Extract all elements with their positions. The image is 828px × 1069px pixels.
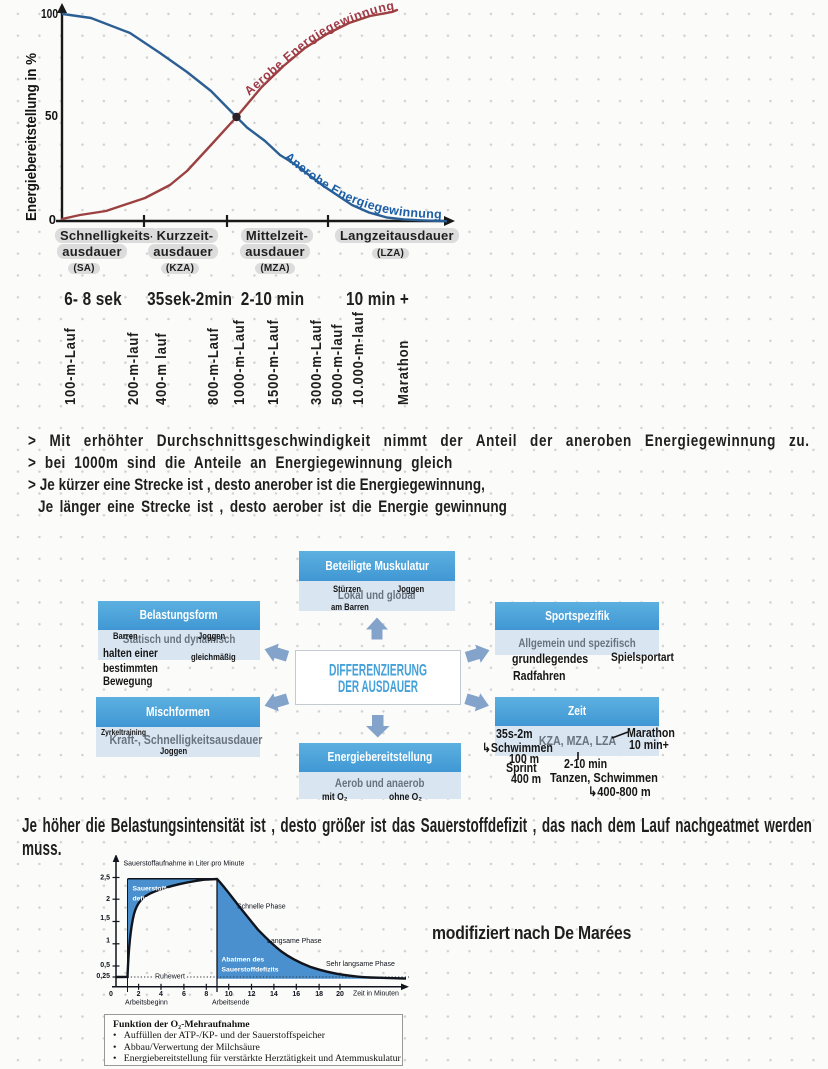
svg-text:12: 12 (248, 991, 256, 998)
svg-text:0,25: 0,25 (96, 973, 110, 980)
svg-text:Aerobe Energiegewinnung: Aerobe Energiegewinnung (242, 0, 396, 98)
svg-text:2: 2 (106, 896, 110, 903)
svg-text:Sauerstoff-: Sauerstoff- (133, 886, 169, 893)
svg-text:Ruhewert: Ruhewert (155, 974, 185, 981)
svg-text:Sauerstoffaufnahme in Liter pr: Sauerstoffaufnahme in Liter pro Minute (124, 861, 245, 868)
svg-text:DIFFERENZIERUNG: DIFFERENZIERUNG (329, 662, 427, 680)
svg-text:14: 14 (270, 991, 278, 998)
svg-text:0: 0 (49, 212, 56, 227)
svg-text:8: 8 (204, 991, 208, 998)
svg-text:2: 2 (137, 991, 141, 998)
svg-text:Zeit in Minuten: Zeit in Minuten (353, 991, 399, 998)
svg-text:1,5: 1,5 (100, 915, 110, 922)
svg-text:100: 100 (41, 6, 58, 21)
svg-text:16: 16 (292, 991, 300, 998)
svg-text:Sauerstoffdefizits: Sauerstoffdefizits (222, 967, 279, 974)
svg-text:50: 50 (45, 108, 58, 123)
svg-text:Sehr langsame Phase: Sehr langsame Phase (326, 961, 395, 968)
svg-text:DER AUSDAUER: DER AUSDAUER (338, 678, 418, 696)
svg-text:Schnelle Phase: Schnelle Phase (237, 904, 286, 911)
svg-text:defizit: defizit (133, 896, 153, 903)
svg-text:0,5: 0,5 (100, 962, 110, 969)
svg-text:10: 10 (225, 991, 233, 998)
svg-text:6: 6 (182, 991, 186, 998)
svg-text:20: 20 (336, 991, 344, 998)
svg-text:Langsame Phase: Langsame Phase (267, 938, 322, 945)
svg-text:4: 4 (159, 991, 163, 998)
svg-text:Abatmen des: Abatmen des (222, 957, 265, 964)
svg-text:Energiebereitstellung in %: Energiebereitstellung in % (23, 53, 40, 221)
svg-text:Arbeitsende: Arbeitsende (212, 1000, 249, 1007)
svg-text:2,5: 2,5 (100, 875, 110, 882)
svg-text:18: 18 (315, 991, 323, 998)
svg-text:0: 0 (109, 991, 113, 998)
svg-text:Arbeitsbeginn: Arbeitsbeginn (125, 1000, 168, 1007)
svg-text:1: 1 (106, 938, 110, 945)
